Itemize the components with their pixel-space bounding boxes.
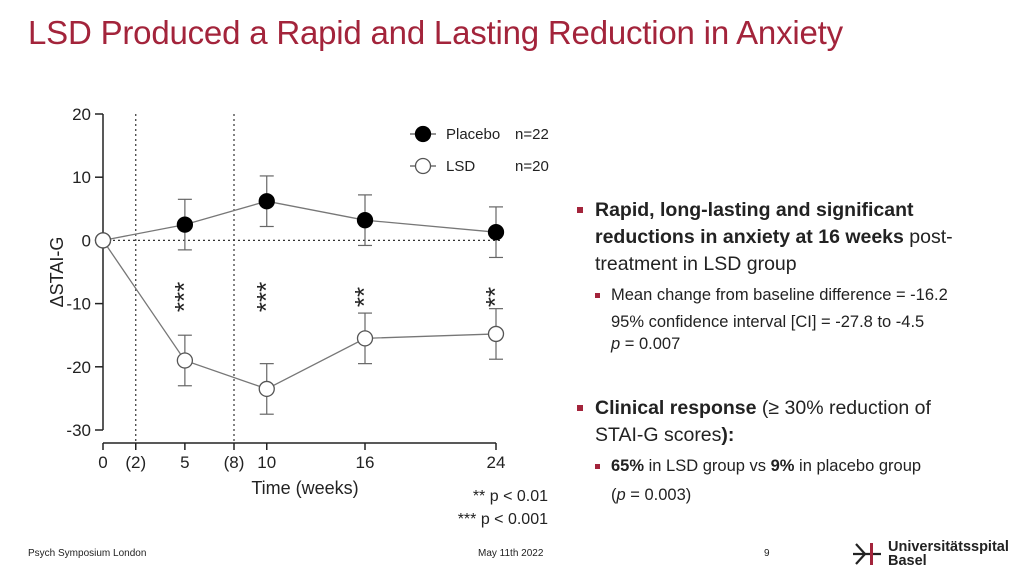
placebo-point [356,212,374,229]
page-number: 9 [764,548,770,559]
significance-stars: *** [169,282,199,312]
bullet-clinical-response: Clinical response (≥ 30% reduction of ST… [575,395,1015,449]
significance-legend: *** p < 0.001 [458,511,548,528]
y-tick-label: -20 [66,358,91,377]
x-tick-label: 0 [98,453,107,472]
sub-bullet-square [595,293,600,298]
legend-n: n=20 [515,158,549,175]
lsd-point [94,232,112,249]
bullet-square [577,207,583,213]
bullet-bold-text: Rapid, long-lasting and significant [595,199,914,221]
bullet-square [577,405,583,411]
y-tick-label: -30 [66,421,91,440]
p-value: = 0.007 [620,335,681,353]
footer-date: May 11th 2022 [478,548,544,559]
sub-bullet-text: in placebo group [794,457,922,475]
lsd-rate: 65% [611,457,645,475]
significance-stars: ** [349,287,379,307]
significance-stars: ** [480,287,510,307]
placebo-point [176,216,194,233]
placebo-point [487,224,505,241]
x-tick-label: 10 [257,453,276,472]
p-symbol: p [611,335,621,353]
significance-legend: ** p < 0.01 [473,488,548,505]
legend-marker [414,125,432,143]
y-tick-label: -10 [66,295,91,314]
hospital-logo: Universitätsspital Basel [852,540,1009,568]
x-tick-label: 16 [356,453,375,472]
bullet-bold-text: Clinical response [595,397,757,419]
bullet-text: treatment in LSD group [595,253,797,275]
y-axis-title: ΔSTAI-G [47,237,67,308]
lsd-point [356,330,374,347]
p-value: = 0.003) [625,486,692,504]
significance-stars: *** [251,282,281,312]
sub-bullet-text: in LSD group vs [644,457,771,475]
findings-list: Rapid, long-lasting and significant redu… [575,197,1015,506]
legend-n: n=22 [515,126,549,143]
logo-text: Universitätsspital Basel [888,539,1009,569]
x-tick-label: (2) [125,453,146,472]
sub-bullet-mean-change: Mean change from baseline difference = -… [575,284,1015,307]
legend-label: Placebo [446,126,500,143]
lsd-point [487,325,505,343]
anxiety-line-chart: 20 10 0 -10 -20 -30 0 (2) 5 (8) 10 16 24 Time (weeks)… [47,105,549,528]
footer-event: Psych Symposium London [28,548,147,559]
slide-title: LSD Produced a Rapid and Lasting Reducti… [28,14,843,51]
bullet-rapid-reduction: Rapid, long-lasting and significant redu… [575,197,1015,278]
y-tick-label: 20 [72,105,91,124]
ci-text: 95% confidence interval [CI] = -27.8 to … [611,313,925,331]
lsd-series-line [102,240,497,390]
x-tick-label: (8) [224,453,245,472]
paren-open: ( [611,486,617,504]
bullet-text: (≥ 30% reduction of [756,397,931,419]
y-tick-label: 0 [82,231,91,250]
x-tick-label: 5 [180,453,189,472]
sub-bullet-text: Mean change from baseline difference = -… [611,286,948,304]
sub-bullet-square [595,464,600,469]
bullet-bold-text: ): [721,424,735,446]
bullet-bold-text: reductions in anxiety at 16 weeks [595,226,904,248]
response-p-line: (p = 0.003) [575,484,1015,506]
ci-line: 95% confidence interval [CI] = -27.8 to … [575,311,1015,355]
placebo-point [258,193,275,210]
sub-bullet-response-rates: 65% in LSD group vs 9% in placebo group [575,455,1015,478]
placebo-rate: 9% [770,457,795,475]
lsd-point [258,380,275,398]
bullet-text: STAI-G scores [595,424,722,446]
legend-marker [414,157,432,175]
x-tick-label: 24 [487,453,506,472]
logo-line-2: Basel [888,553,927,569]
placebo-series-line [102,200,497,242]
x-axis-title: Time (weeks) [251,478,358,498]
bullet-text: post- [903,226,953,248]
legend-label: LSD [446,158,475,175]
p-symbol: p [616,486,626,504]
lsd-point [176,352,194,369]
logo-line-1: Universitätsspital [888,539,1009,555]
logo-mark-icon [853,543,881,565]
y-tick-label: 10 [72,168,91,187]
